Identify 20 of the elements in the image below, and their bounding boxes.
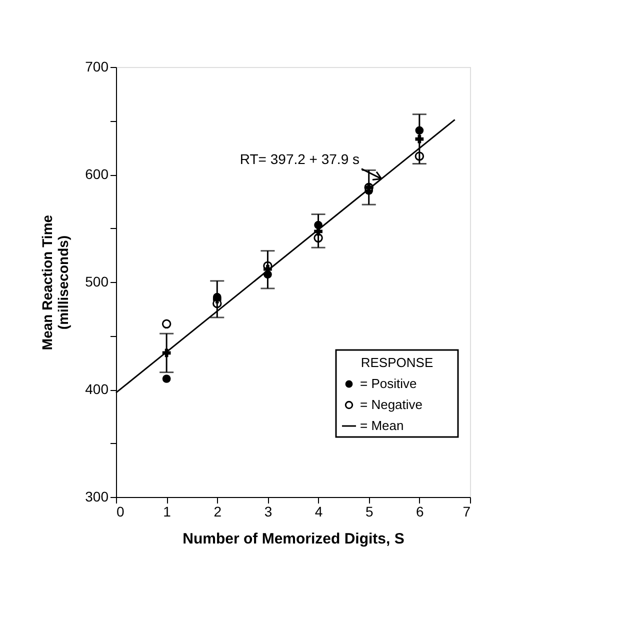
legend-label: = Negative (360, 397, 423, 412)
y-tick-label: 500 (85, 274, 109, 290)
x-tick-label: 3 (264, 504, 272, 520)
y-tick-label: 400 (85, 381, 109, 397)
y-axis-title: Mean Reaction Time (milliseconds) (39, 214, 72, 350)
annotation: RT= 397.2 + 37.9 s (240, 150, 360, 167)
y-tick-label: 300 (85, 488, 109, 504)
y-tick-label: 600 (85, 166, 109, 182)
legend-label: = Mean (360, 418, 404, 433)
x-tick-label: 4 (314, 504, 323, 520)
legend-title: RESPONSE (360, 355, 434, 370)
x-axis-title: Number of Memorized Digits, S (182, 530, 404, 548)
x-tick-label: 0 (116, 504, 124, 520)
x-tick-label: 1 (163, 504, 172, 520)
y-tick-label: 700 (85, 58, 109, 74)
x-tick-label: 7 (462, 504, 471, 520)
x-tick-label: 5 (365, 504, 374, 520)
x-tick-label: 2 (214, 504, 222, 520)
legend-label: = Positive (360, 376, 417, 391)
x-tick-label: 6 (416, 504, 424, 520)
